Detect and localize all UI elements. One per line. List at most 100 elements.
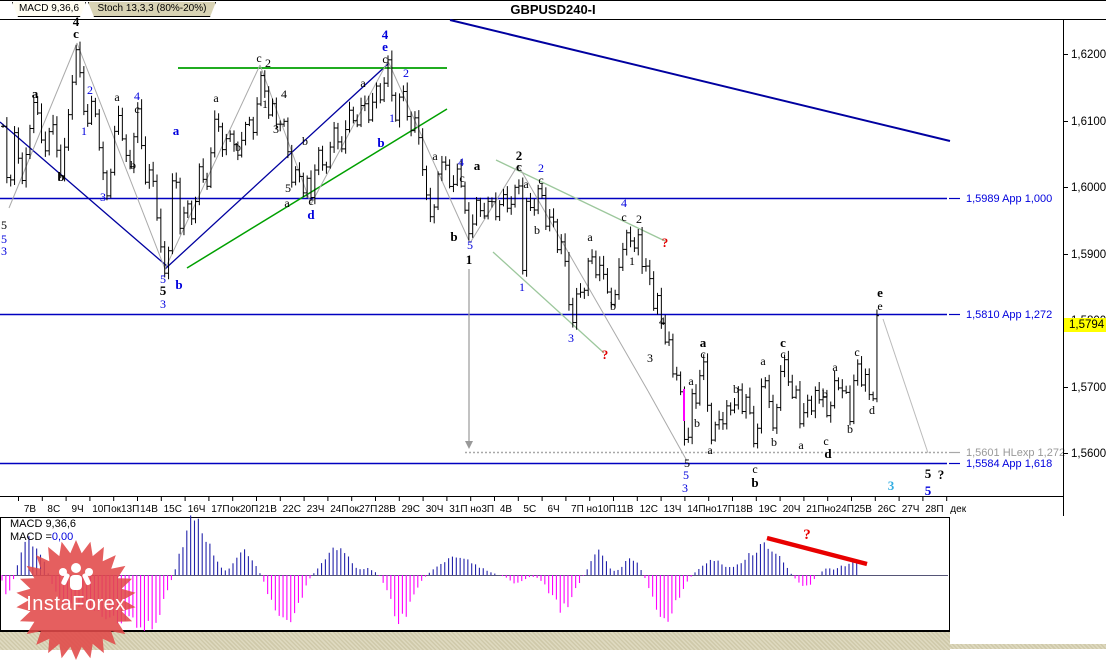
wave-label: 5 (683, 468, 689, 482)
wave-label: c (780, 347, 785, 361)
date-label: 15С (164, 504, 182, 515)
wave-label: 3 (888, 478, 895, 493)
wave-label: 4 (134, 89, 140, 103)
wave-label: 3 (160, 297, 166, 311)
macd-divergence: ? (766, 527, 868, 567)
svg-text:1,6200: 1,6200 (1071, 49, 1106, 61)
date-label: 8С (47, 504, 60, 515)
svg-text:1,5700: 1,5700 (1071, 382, 1106, 394)
date-label: 27Ч (902, 504, 920, 515)
wave-label: b (377, 135, 384, 150)
wave-label: 5 (160, 283, 167, 298)
date-label: 24П (330, 504, 348, 515)
date-label: 31П (449, 504, 467, 515)
wave-label: b (450, 229, 457, 244)
date-label: но17П (705, 504, 734, 515)
svg-text:1,5584 App 1,618: 1,5584 App 1,618 (966, 458, 1052, 470)
wave-label: 5 (925, 466, 932, 481)
svg-text:1,5989 App 1,000: 1,5989 App 1,000 (966, 193, 1052, 205)
key-levels: 1,5989 App 1,000 1,5810 App 1,272 1,5601 H… (0, 193, 1065, 470)
wave-label: c (854, 345, 859, 359)
wave-label: 2 (538, 161, 544, 175)
date-label: 28В (378, 504, 396, 515)
svg-text:1,5601 HLexp 1,272: 1,5601 HLexp 1,272 (966, 447, 1065, 459)
wave-label: c (382, 52, 387, 66)
date-label: 22С (283, 504, 301, 515)
wave-label: c (134, 102, 139, 116)
chart-title: GBPUSD240-I (510, 2, 596, 17)
wave-label: 3 (273, 122, 279, 136)
wave-label: b (822, 387, 828, 401)
date-label: 14П (687, 504, 705, 515)
date-label: ок20П (230, 504, 258, 515)
instaforex-logo: InstaForex (14, 540, 138, 662)
wave-label: a (432, 149, 438, 163)
svg-text:?: ? (803, 527, 811, 543)
date-label: 20Ч (783, 504, 801, 515)
wave-label: ? (662, 235, 669, 250)
wave-label: 2 (403, 66, 409, 80)
macd-indicator-label: MACD 9,36,6 MACD =0,00 (10, 518, 76, 544)
wave-label: b (175, 277, 182, 292)
wave-label: c (823, 434, 828, 448)
wave-label: a (832, 360, 838, 374)
wave-label: 4 (382, 27, 389, 42)
wave-label: 3 (568, 331, 574, 345)
wave-label: 2 (265, 56, 271, 70)
wave-label: 3 (100, 190, 106, 204)
date-label: 29С (402, 504, 420, 515)
wave-label: b (302, 134, 308, 148)
wave-label: 5 (467, 238, 473, 252)
wave-label: 1 (519, 280, 525, 294)
wave-label: b (235, 140, 241, 154)
wave-label: c (621, 210, 626, 224)
wave-label: b (57, 169, 64, 184)
svg-text:1,5600: 1,5600 (1071, 448, 1106, 460)
wave-label: c (538, 173, 543, 187)
tab-macd[interactable]: MACD 9,36,6 (12, 2, 86, 17)
wave-label: a (114, 90, 120, 104)
date-label: 9Ч (71, 504, 83, 515)
wave-label: b (771, 435, 777, 449)
date-label: 19С (759, 504, 777, 515)
macd-value: 0,00 (51, 531, 74, 543)
wave-label: a (523, 177, 529, 191)
current-price-badge: 1,5794 (1064, 318, 1106, 332)
wave-label: b (733, 382, 739, 396)
date-label: 5С (523, 504, 536, 515)
starburst-icon (16, 540, 136, 660)
wave-label: 1 (629, 254, 635, 268)
wave-label: b (694, 416, 700, 430)
wave-label: e (877, 285, 883, 300)
date-label: 11В (616, 504, 633, 515)
wave-label: 5 (925, 483, 932, 498)
y-axis: 1,62001,61001,60001,59001,58001,57001,56… (1063, 19, 1106, 516)
wave-label: b (847, 422, 853, 436)
trendlines (0, 19, 951, 462)
date-label: 6Ч (547, 504, 559, 515)
wave-label: 3 (682, 481, 688, 495)
date-label: 18В (735, 504, 753, 515)
wave-label: e (877, 299, 882, 313)
logo-text: InstaForex (26, 593, 126, 615)
date-label: 16Ч (188, 504, 206, 515)
tab-stoch[interactable]: Stoch 13,3,3 (80%-20%) (88, 2, 216, 17)
date-label: 14В (140, 504, 158, 515)
date-label: 21П (806, 504, 824, 515)
date-label: 25В (854, 504, 872, 515)
wave-label: b (130, 158, 136, 172)
svg-text:1,5900: 1,5900 (1071, 249, 1106, 261)
wave-label: 1 (389, 111, 395, 125)
wave-label: c (516, 159, 522, 174)
date-label: но3П (470, 504, 494, 515)
instaforex-emblem-icon (59, 563, 93, 590)
svg-text:1,6100: 1,6100 (1071, 116, 1106, 128)
wave-label: c (308, 194, 313, 208)
date-label: ок13П (111, 504, 139, 515)
indicator-tab-bar (0, 631, 950, 650)
wave-label: a (360, 76, 366, 90)
wave-label: a (474, 158, 481, 173)
